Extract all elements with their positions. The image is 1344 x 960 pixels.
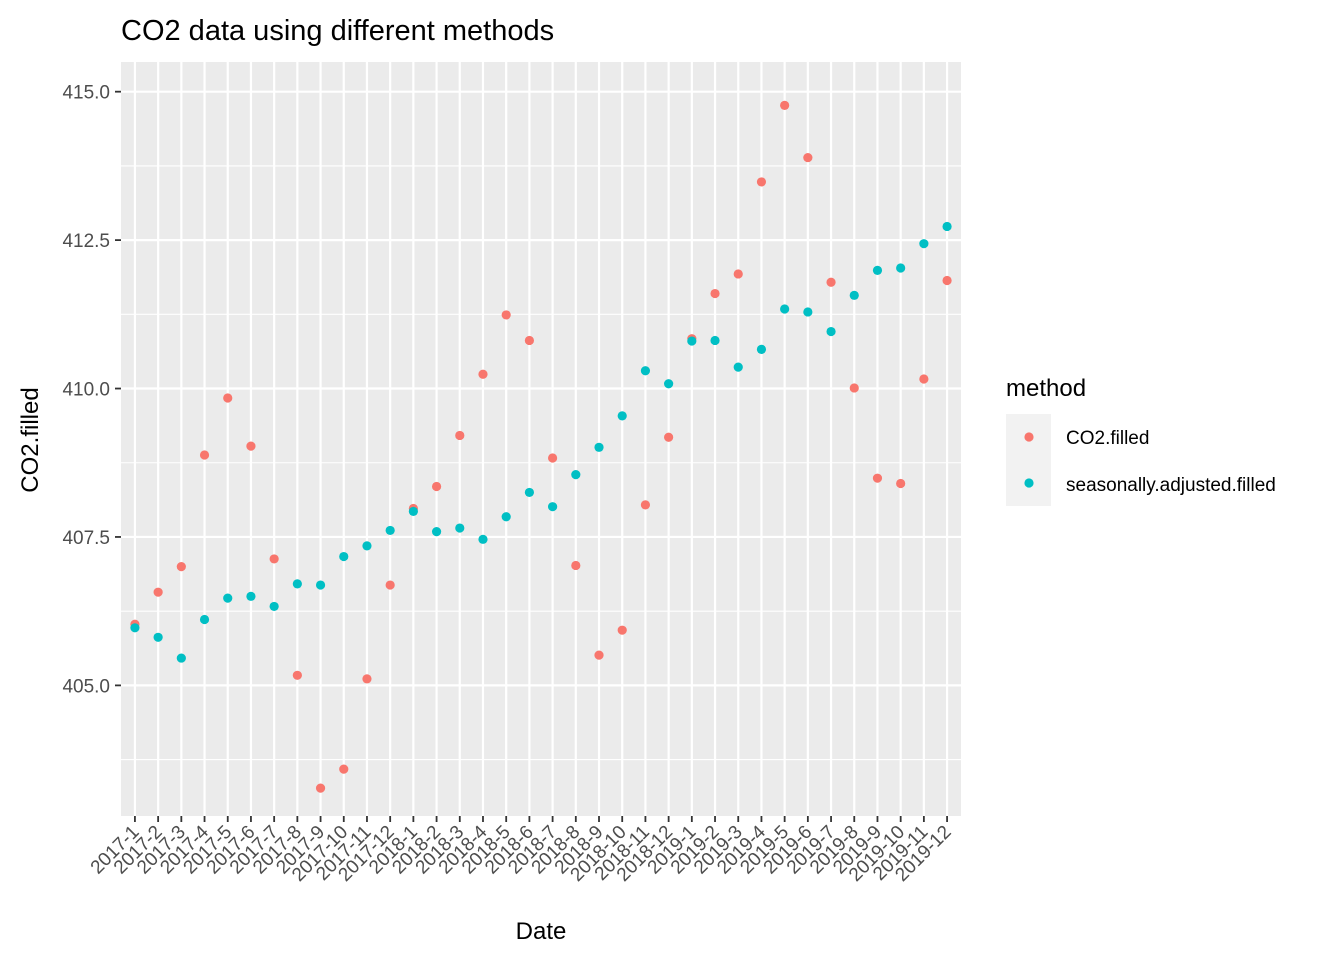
point-seasonally-adjusted-filled: [594, 442, 604, 452]
point-seasonally-adjusted-filled: [455, 523, 465, 533]
point-co2-filled: [385, 580, 395, 590]
point-co2-filled: [710, 288, 720, 299]
point-seasonally-adjusted-filled: [153, 632, 163, 642]
grid-minor: [121, 165, 961, 761]
point-co2-filled: [849, 383, 859, 393]
point-seasonally-adjusted-filled: [548, 502, 558, 512]
legend: method CO2.filled seasonally.adjusted.fi…: [1006, 375, 1276, 506]
point-co2-filled: [524, 335, 534, 346]
point-seasonally-adjusted-filled: [664, 379, 674, 389]
point-seasonally-adjusted-filled: [780, 304, 790, 314]
point-seasonally-adjusted-filled: [431, 527, 442, 537]
point-co2-filled: [756, 177, 767, 187]
point-co2-filled: [176, 562, 186, 572]
plot-panel: [121, 62, 961, 816]
point-co2-filled: [780, 100, 790, 110]
point-seasonally-adjusted-filled: [385, 525, 395, 536]
point-seasonally-adjusted-filled: [803, 307, 813, 317]
legend-dot-seasonally-adjusted: [1024, 478, 1034, 488]
y-tick-label: 407.5: [62, 528, 110, 549]
point-co2-filled: [315, 783, 326, 793]
point-seasonally-adjusted-filled: [756, 344, 767, 354]
point-co2-filled: [455, 430, 465, 441]
point-co2-filled: [640, 500, 651, 510]
point-co2-filled: [942, 275, 952, 286]
point-seasonally-adjusted-filled: [826, 326, 836, 337]
point-co2-filled: [223, 393, 233, 403]
point-seasonally-adjusted-filled: [362, 541, 372, 551]
point-seasonally-adjusted-filled: [478, 534, 488, 544]
point-seasonally-adjusted-filled: [849, 290, 859, 300]
point-co2-filled: [594, 650, 604, 660]
y-axis: 405.0 407.5 410.0 412.5 415.0: [62, 83, 121, 697]
point-seasonally-adjusted-filled: [269, 601, 279, 612]
point-seasonally-adjusted-filled: [896, 263, 906, 273]
point-co2-filled: [269, 554, 279, 564]
point-co2-filled: [478, 369, 488, 379]
point-co2-filled: [362, 674, 372, 684]
point-co2-filled: [896, 478, 906, 489]
chart-title: CO2 data using different methods: [121, 15, 554, 47]
point-seasonally-adjusted-filled: [408, 506, 418, 517]
point-seasonally-adjusted-filled: [942, 221, 952, 232]
point-seasonally-adjusted-filled: [501, 512, 511, 522]
y-axis-title: CO2.filled: [17, 387, 44, 492]
point-seasonally-adjusted-filled: [199, 614, 210, 625]
point-co2-filled: [199, 450, 210, 460]
point-co2-filled: [803, 152, 813, 163]
y-tick-label: 415.0: [62, 83, 110, 104]
point-seasonally-adjusted-filled: [130, 623, 140, 633]
point-co2-filled: [872, 473, 883, 483]
point-co2-filled: [548, 453, 558, 463]
y-tick-label: 405.0: [62, 676, 110, 697]
point-co2-filled: [501, 310, 511, 320]
point-co2-filled: [431, 481, 442, 492]
point-co2-filled: [153, 587, 163, 597]
data-points: [130, 100, 952, 793]
point-seasonally-adjusted-filled: [710, 335, 720, 346]
point-seasonally-adjusted-filled: [571, 470, 581, 480]
x-axis: 2017-12017-22017-32017-42017-52017-62017…: [87, 816, 956, 886]
point-seasonally-adjusted-filled: [524, 487, 534, 498]
point-seasonally-adjusted-filled: [617, 411, 627, 421]
point-co2-filled: [339, 764, 349, 774]
point-seasonally-adjusted-filled: [640, 366, 651, 376]
point-seasonally-adjusted-filled: [872, 265, 883, 275]
point-seasonally-adjusted-filled: [292, 579, 302, 589]
point-co2-filled: [826, 277, 836, 287]
point-seasonally-adjusted-filled: [919, 239, 929, 249]
legend-title: method: [1006, 375, 1086, 402]
point-seasonally-adjusted-filled: [176, 653, 186, 663]
point-seasonally-adjusted-filled: [687, 336, 697, 346]
point-co2-filled: [617, 625, 627, 635]
legend-dot-co2-filled: [1024, 432, 1034, 442]
point-seasonally-adjusted-filled: [315, 580, 326, 590]
x-axis-title: Date: [516, 918, 567, 945]
point-co2-filled: [292, 670, 302, 680]
point-co2-filled: [246, 441, 256, 451]
point-co2-filled: [733, 269, 743, 279]
y-tick-label: 412.5: [62, 231, 110, 252]
point-co2-filled: [571, 560, 581, 571]
point-seasonally-adjusted-filled: [223, 593, 233, 603]
point-seasonally-adjusted-filled: [339, 551, 349, 562]
point-co2-filled: [919, 374, 929, 384]
point-seasonally-adjusted-filled: [733, 362, 743, 372]
legend-label-co2-filled: CO2.filled: [1066, 428, 1149, 449]
y-tick-label: 410.0: [62, 380, 110, 401]
point-co2-filled: [664, 432, 674, 442]
legend-label-seasonally-adjusted: seasonally.adjusted.filled: [1066, 475, 1276, 496]
point-seasonally-adjusted-filled: [246, 591, 256, 601]
